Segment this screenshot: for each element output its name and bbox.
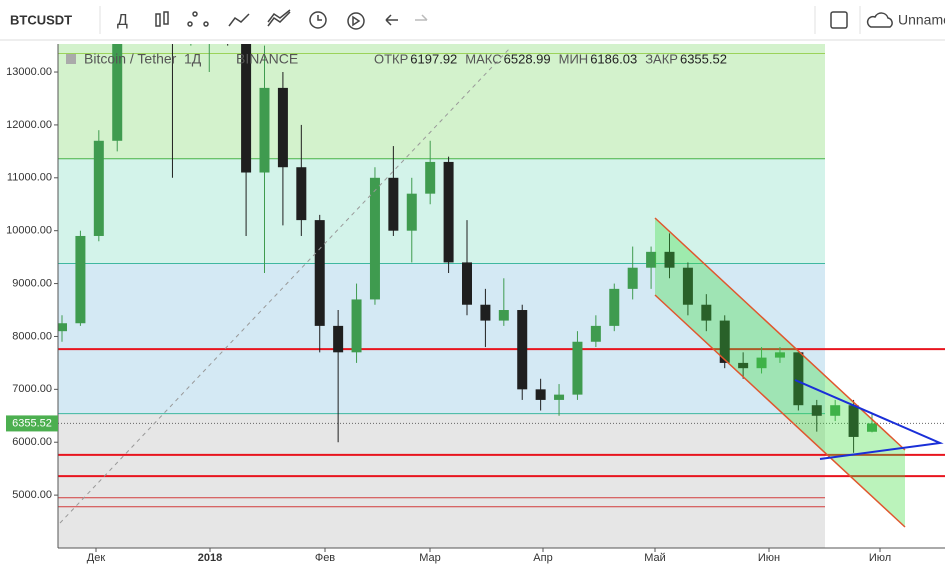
- x-tick-label: Июн: [758, 552, 780, 564]
- layout-name[interactable]: Unname: [898, 12, 945, 28]
- x-tick-label: Фев: [315, 552, 335, 564]
- last-price-box: [6, 415, 58, 432]
- candle-body: [112, 44, 123, 141]
- candle-body: [277, 87, 288, 168]
- x-tick-label: Апр: [533, 552, 552, 564]
- candle-body: [572, 341, 583, 395]
- candle-body: [848, 405, 859, 437]
- legend-label: ЗАКР: [645, 51, 678, 66]
- candle-body: [701, 304, 712, 321]
- legend-title: Bitcoin / Tether: [84, 51, 177, 67]
- legend-interval: 1Д: [184, 51, 202, 67]
- x-tick-label: Май: [644, 552, 666, 564]
- legend: Bitcoin / Tether 1Д BINANCE ОТКР 6197.92 МАКС…: [66, 51, 727, 67]
- legend-exchange: BINANCE: [236, 51, 298, 67]
- candle-body: [664, 251, 675, 268]
- legend-label: МАКС: [465, 51, 501, 66]
- candle-body: [93, 140, 104, 236]
- symbol[interactable]: BTCUSDT: [10, 12, 72, 27]
- legend-value: 6355.52: [680, 51, 727, 66]
- y-tick-label: 9000.00: [12, 277, 52, 289]
- candle-body: [756, 357, 767, 369]
- candle-body: [738, 362, 749, 369]
- candle-body: [646, 251, 657, 268]
- candle-body: [498, 310, 509, 321]
- toolbar: [0, 0, 945, 40]
- candle-body: [406, 193, 417, 231]
- candle-body: [351, 299, 362, 353]
- x-tick-label: Июл: [869, 552, 891, 564]
- candle-body: [830, 405, 841, 416]
- candle-body: [719, 320, 730, 363]
- fib-zone: [58, 158, 825, 264]
- toolbar-icons[interactable]: [155, 9, 893, 30]
- channel-fill: [655, 218, 905, 527]
- x-tick-label: Дек: [87, 552, 106, 564]
- candle-body: [480, 304, 491, 321]
- candle-body: [867, 423, 877, 432]
- candles: [58, 44, 877, 453]
- candle-body: [535, 389, 546, 400]
- interval-button[interactable]: Д: [117, 12, 128, 29]
- candle-body: [462, 262, 472, 305]
- legend-label: МИН: [559, 51, 589, 66]
- last-price-label: 6355.52: [12, 417, 52, 429]
- candle-body: [333, 325, 344, 353]
- candle-body: [682, 267, 693, 305]
- candle-body: [314, 220, 325, 326]
- fib-zones: [58, 44, 825, 548]
- y-tick-label: 11000.00: [7, 172, 52, 184]
- y-tick-label: 10000.00: [6, 225, 52, 237]
- price-scale: [0, 44, 58, 548]
- candle-body: [627, 267, 638, 289]
- y-tick-label: 13000.00: [6, 66, 52, 78]
- candle-body: [259, 87, 270, 173]
- candle-body: [443, 161, 454, 263]
- candle-body: [75, 235, 86, 324]
- legend-value: 6197.92: [410, 51, 457, 66]
- legend-value: 6186.03: [590, 51, 637, 66]
- candle-body: [517, 310, 528, 390]
- candle-body: [793, 352, 804, 406]
- candle-body: [241, 44, 252, 173]
- y-tick-label: 6000.00: [12, 436, 52, 448]
- trend-tools: [59, 47, 944, 528]
- candle-body: [369, 177, 380, 300]
- y-tick-label: 7000.00: [12, 383, 52, 395]
- legend-label: ОТКР: [374, 51, 408, 66]
- candle-body: [811, 405, 822, 416]
- candle-body: [590, 325, 601, 342]
- fib-zone: [58, 44, 825, 159]
- x-tick-label: 2018: [198, 552, 222, 564]
- legend-marker: [66, 54, 76, 64]
- triangle: [794, 379, 944, 460]
- y-tick-label: 8000.00: [12, 330, 52, 342]
- candle-body: [425, 161, 436, 194]
- channel-line: [654, 294, 906, 528]
- y-tick-label: 5000.00: [12, 489, 52, 501]
- candle-body: [388, 177, 399, 231]
- x-tick-label: Мар: [419, 552, 441, 564]
- fib-zone: [58, 413, 825, 548]
- candle-body: [58, 323, 67, 332]
- y-tick-label: 12000.00: [6, 119, 52, 131]
- trend-line: [59, 47, 511, 524]
- fib-zone: [58, 263, 825, 414]
- candle-body: [609, 288, 620, 326]
- candle-body: [774, 352, 785, 358]
- channel-line: [654, 217, 906, 451]
- candle-body: [554, 394, 565, 400]
- candle-body: [296, 167, 307, 221]
- legend-value: 6528.99: [504, 51, 551, 66]
